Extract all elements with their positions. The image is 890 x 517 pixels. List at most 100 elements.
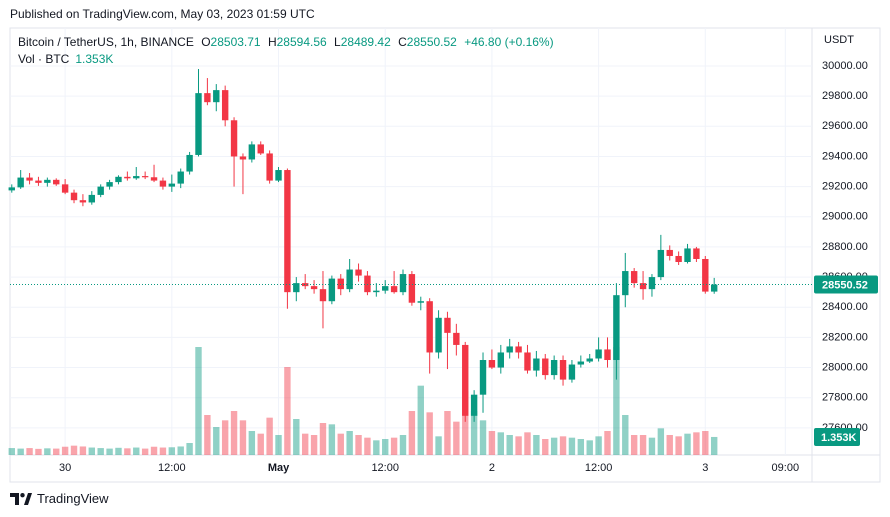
volume-bar <box>390 437 398 455</box>
volume-bar <box>346 431 353 455</box>
candle-body <box>604 349 611 361</box>
candle-body <box>533 358 540 371</box>
volume-bar <box>630 435 638 455</box>
candle-body <box>568 364 576 380</box>
candle-body <box>524 352 531 371</box>
volume-bar <box>444 411 451 455</box>
volume-bar <box>702 431 709 455</box>
candle-body <box>88 194 96 203</box>
volume-bar <box>506 435 513 455</box>
open-label: O <box>201 35 211 49</box>
candle-body <box>177 171 184 184</box>
candle-body <box>702 258 709 292</box>
candle-body <box>693 248 700 259</box>
candle-body <box>382 286 389 291</box>
x-tick-label: 12:00 <box>371 462 399 474</box>
candle-body <box>666 249 673 256</box>
candle-body <box>675 255 682 263</box>
volume-bar <box>355 435 362 455</box>
volume-bar <box>319 423 327 455</box>
candle-body <box>293 283 300 293</box>
volume-bar <box>453 421 460 455</box>
volume-bar <box>533 435 540 455</box>
candle-body <box>17 177 24 188</box>
candle-body <box>453 332 460 345</box>
candle-body <box>204 93 211 103</box>
volume-bar <box>328 424 336 455</box>
candle-body <box>515 346 522 353</box>
volume-bar <box>399 435 407 455</box>
volume-bar <box>195 347 202 455</box>
volume-bar <box>284 367 291 455</box>
brand-name: TradingView <box>37 491 109 506</box>
y-tick-label: 30000.00 <box>822 60 868 72</box>
volume-bar <box>115 447 122 455</box>
x-tick-label: 2 <box>489 462 495 474</box>
volume-bar <box>8 448 15 455</box>
candle-body <box>53 179 60 185</box>
volume-legend: Vol · BTC 1.353K <box>18 52 113 66</box>
candle-body <box>35 180 42 183</box>
candle-body <box>195 93 202 155</box>
volume-bar <box>248 431 256 455</box>
volume-bar <box>542 439 549 455</box>
volume-bar <box>26 448 33 455</box>
candle-body <box>8 187 15 191</box>
volume-bar <box>70 445 78 455</box>
volume-bar <box>221 420 229 455</box>
volume-bar <box>382 439 389 455</box>
candle-body <box>284 170 291 293</box>
candle-body <box>301 283 309 287</box>
candle-body <box>559 360 567 380</box>
volume-bar <box>337 433 344 455</box>
volume-bar <box>577 439 585 455</box>
volume-bar <box>479 420 487 455</box>
candle-body <box>70 192 78 201</box>
candle-body <box>408 274 416 303</box>
volume-bar <box>35 448 42 455</box>
high-label: H <box>267 35 277 49</box>
candle-body <box>115 176 122 183</box>
volume-bar <box>604 431 611 455</box>
x-tick-label: 30 <box>59 462 71 474</box>
volume-bar <box>53 448 60 455</box>
volume-bar <box>213 427 220 455</box>
x-tick-label: 3 <box>702 462 708 474</box>
candle-body <box>239 156 247 160</box>
candle-body <box>542 358 549 376</box>
candle-body <box>630 271 638 284</box>
chart: USDT27600.0027800.0028000.0028200.002840… <box>8 27 881 483</box>
candle-body <box>319 289 327 302</box>
y-tick-label: 29400.00 <box>822 150 868 162</box>
y-tick-label: 28000.00 <box>822 361 868 373</box>
volume-bar <box>559 436 567 455</box>
volume-bar <box>586 440 593 455</box>
volume-bar <box>364 437 371 455</box>
volume-bar <box>675 436 682 455</box>
candle-body <box>613 295 620 361</box>
candle-body <box>257 144 264 154</box>
volume-bar <box>639 435 647 455</box>
volume-bar <box>684 433 691 455</box>
volume-bar <box>124 448 131 455</box>
candle-body <box>150 177 158 181</box>
candle-body <box>435 317 442 353</box>
low-label: L <box>334 35 341 49</box>
y-tick-label: 28400.00 <box>822 301 868 313</box>
candle-body <box>497 352 505 368</box>
y-tick-label: 27800.00 <box>822 392 868 404</box>
volume-bar <box>488 431 496 455</box>
volume-bar <box>133 447 140 455</box>
volume-bar <box>657 428 665 455</box>
candle-body <box>506 346 513 353</box>
volume-bar <box>239 420 247 455</box>
y-tick-label: 29600.00 <box>822 120 868 132</box>
plot-frame <box>9 27 881 483</box>
low-value: 28489.42 <box>340 35 391 49</box>
volume-bar <box>613 347 620 455</box>
volume-bar <box>426 412 433 455</box>
candle-body <box>266 153 273 181</box>
volume-name: Vol · BTC <box>18 52 70 66</box>
x-tick-label: 09:00 <box>772 462 800 474</box>
